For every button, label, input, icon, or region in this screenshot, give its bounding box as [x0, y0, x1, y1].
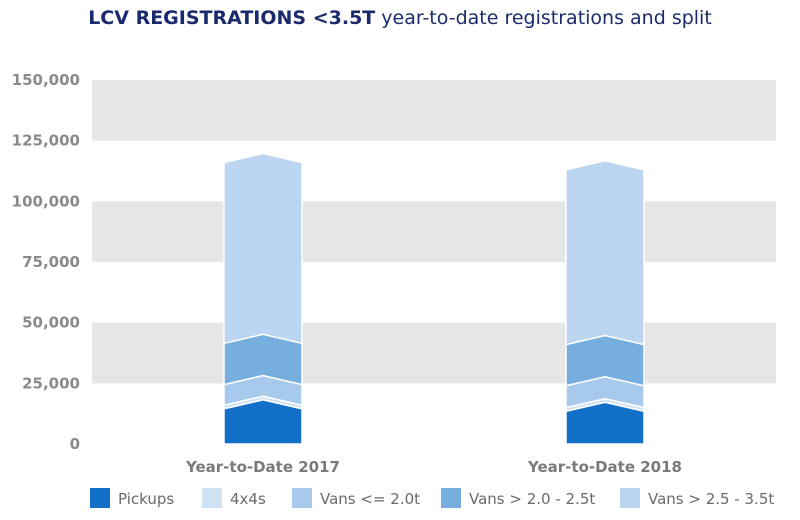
chart-title-light: year-to-date registrations and split: [381, 7, 712, 29]
legend-label: Vans <= 2.0t: [320, 490, 420, 508]
background-bands: [92, 80, 776, 384]
bar-segment-vans-2-5-3-5t: [223, 152, 303, 345]
y-tick-label: 0: [70, 435, 80, 453]
y-axis: 0 25,000 50,000 75,000 100,000 125,000 150,000: [12, 71, 80, 453]
chart-title-bold: LCV REGISTRATIONS <3.5T: [88, 7, 375, 29]
y-tick-label: 150,000: [12, 71, 80, 89]
grid-band: [92, 80, 776, 141]
legend-swatch: [441, 488, 461, 508]
legend-swatch: [202, 488, 222, 508]
legend-label: Pickups: [118, 490, 174, 508]
legend-label: 4x4s: [230, 490, 266, 508]
legend-swatch: [292, 488, 312, 508]
bar-segment-vans-2-5-3-5t: [565, 160, 645, 346]
grid-band: [92, 322, 776, 384]
chart-title: LCV REGISTRATIONS <3.5T year-to-date regi…: [88, 7, 712, 29]
legend-swatch: [620, 488, 640, 508]
x-axis: Year-to-Date 2017 Year-to-Date 2018: [185, 458, 682, 476]
y-tick-label: 50,000: [22, 314, 80, 332]
legend: Pickups 4x4s Vans <= 2.0t Vans > 2.0 - 2.5t…: [90, 488, 774, 508]
x-category-label: Year-to-Date 2018: [527, 458, 682, 476]
legend-label: Vans > 2.5 - 3.5t: [648, 490, 774, 508]
legend-label: Vans > 2.0 - 2.5t: [469, 490, 595, 508]
grid-band: [92, 201, 776, 262]
y-tick-label: 25,000: [22, 374, 80, 392]
bar-stacks: [223, 152, 645, 445]
y-tick-label: 125,000: [12, 132, 80, 150]
legend-swatch: [90, 488, 110, 508]
x-category-label: Year-to-Date 2017: [185, 458, 340, 476]
y-tick-label: 75,000: [22, 253, 80, 271]
y-tick-label: 100,000: [12, 192, 80, 210]
